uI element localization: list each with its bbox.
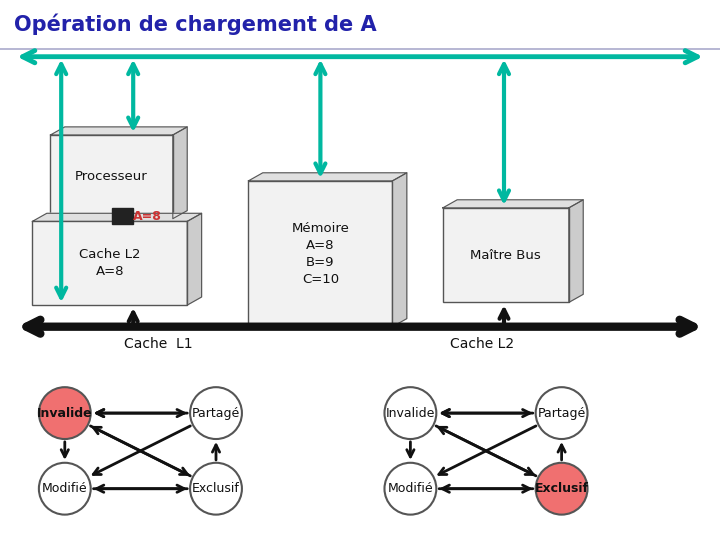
Text: Opération de chargement de A: Opération de chargement de A	[14, 14, 377, 35]
Polygon shape	[443, 200, 583, 208]
Text: Invalide: Invalide	[37, 407, 93, 420]
Bar	[443, 208, 569, 302]
Text: Modifié: Modifié	[42, 482, 88, 495]
Text: Exclusif: Exclusif	[192, 482, 240, 495]
Ellipse shape	[39, 463, 91, 515]
Text: Partagé: Partagé	[192, 407, 240, 420]
Ellipse shape	[39, 387, 91, 439]
Bar	[50, 135, 173, 219]
Text: Modifié: Modifié	[387, 482, 433, 495]
Polygon shape	[392, 173, 407, 327]
Text: Partagé: Partagé	[537, 407, 586, 420]
Text: Cache L2
A=8: Cache L2 A=8	[79, 248, 140, 278]
Ellipse shape	[384, 387, 436, 439]
Ellipse shape	[384, 463, 436, 515]
Polygon shape	[50, 127, 187, 135]
Text: Processeur: Processeur	[75, 170, 148, 184]
Polygon shape	[32, 213, 202, 221]
Polygon shape	[248, 173, 407, 181]
Bar	[248, 181, 392, 327]
Text: Cache  L1: Cache L1	[124, 338, 193, 352]
Polygon shape	[569, 200, 583, 302]
Text: Exclusif: Exclusif	[534, 482, 589, 495]
Ellipse shape	[536, 387, 588, 439]
Polygon shape	[173, 127, 187, 219]
Text: A=8: A=8	[133, 210, 162, 222]
Polygon shape	[187, 213, 202, 305]
Ellipse shape	[190, 387, 242, 439]
Ellipse shape	[190, 463, 242, 515]
Ellipse shape	[536, 463, 588, 515]
Polygon shape	[112, 208, 133, 224]
Text: Mémoire
A=8
B=9
C=10: Mémoire A=8 B=9 C=10	[292, 222, 349, 286]
Text: Cache L2: Cache L2	[450, 338, 515, 352]
Text: Invalide: Invalide	[386, 407, 435, 420]
Text: Maître Bus: Maître Bus	[470, 248, 541, 262]
Bar	[32, 221, 187, 305]
